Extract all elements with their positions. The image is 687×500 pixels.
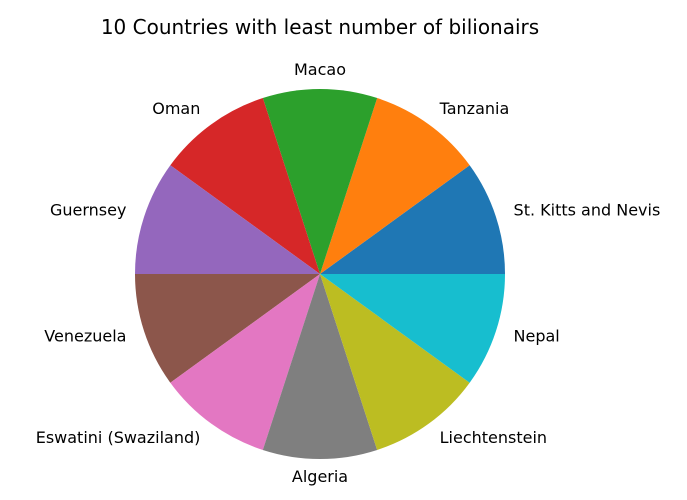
pie-slice-label: Macao <box>294 60 346 79</box>
pie-slice <box>135 165 320 274</box>
pie-labels: St. Kitts and Nevis Tanzania Macao Oman Guer… <box>36 60 661 486</box>
pie-slice <box>170 274 320 450</box>
pie-slice-label: Venezuela <box>44 326 126 345</box>
pie-slice-label: Nepal <box>514 326 560 345</box>
pie-slice <box>135 274 320 383</box>
pie-slice-label: Liechtenstein <box>440 428 547 447</box>
pie-slices <box>135 88 505 460</box>
pie-slice <box>320 98 470 274</box>
pie-slice-label: Eswatini (Swaziland) <box>36 428 201 447</box>
pie-slice-label: Guernsey <box>50 201 126 220</box>
pie-slice <box>170 98 320 274</box>
pie-slice-label: Algeria <box>292 467 348 486</box>
pie-slice-label: St. Kitts and Nevis <box>514 201 661 220</box>
pie-slice-label: Tanzania <box>439 99 510 118</box>
pie-slice <box>320 165 505 274</box>
pie-slice <box>320 274 505 383</box>
pie-slice-label: Oman <box>152 99 200 118</box>
pie-slice <box>320 274 470 450</box>
pie-slice <box>262 274 378 460</box>
chart-title: 10 Countries with least number of bilion… <box>101 15 539 39</box>
pie-slice <box>262 88 378 274</box>
